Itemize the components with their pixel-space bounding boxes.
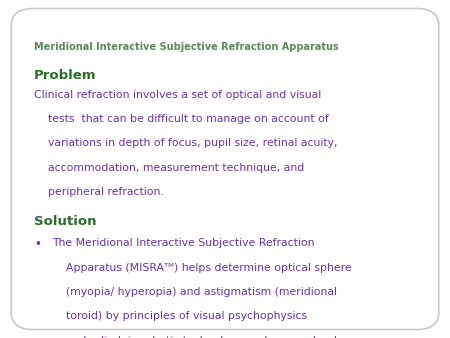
FancyBboxPatch shape [11, 8, 439, 330]
Text: accommodation, measurement technique, and: accommodation, measurement technique, an… [34, 163, 304, 173]
Text: •: • [34, 238, 40, 251]
Text: Apparatus (MISRAᵀᴹ) helps determine optical sphere: Apparatus (MISRAᵀᴹ) helps determine opti… [52, 263, 351, 273]
Text: Clinical refraction involves a set of optical and visual: Clinical refraction involves a set of op… [34, 90, 321, 100]
Text: Solution: Solution [34, 215, 96, 227]
Text: The Meridional Interactive Subjective Refraction: The Meridional Interactive Subjective Re… [52, 238, 314, 248]
Text: (myopia/ hyperopia) and astigmatism (meridional: (myopia/ hyperopia) and astigmatism (mer… [52, 287, 337, 297]
Text: embodied  in robotic technology and succeeds where: embodied in robotic technology and succe… [52, 336, 358, 338]
Text: peripheral refraction.: peripheral refraction. [34, 187, 163, 197]
Text: Meridional Interactive Subjective Refraction Apparatus: Meridional Interactive Subjective Refrac… [34, 42, 338, 52]
Text: variations in depth of focus, pupil size, retinal acuity,: variations in depth of focus, pupil size… [34, 138, 337, 148]
Text: toroid) by principles of visual psychophysics: toroid) by principles of visual psychoph… [52, 311, 307, 321]
Text: tests  that can be difficult to manage on account of: tests that can be difficult to manage on… [34, 114, 328, 124]
Text: Problem: Problem [34, 69, 96, 82]
